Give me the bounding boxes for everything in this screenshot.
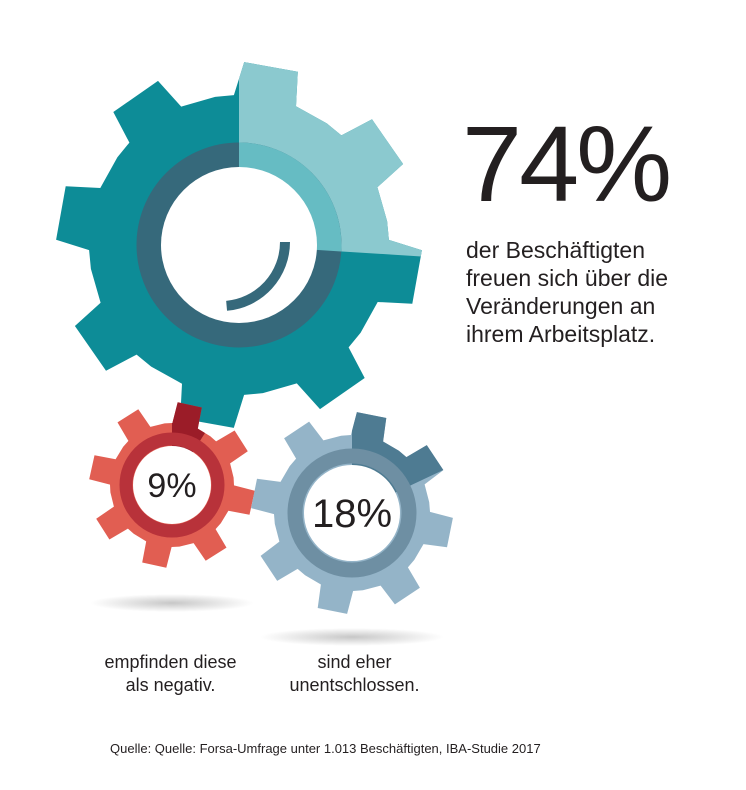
big-description-line: Veränderungen an — [466, 293, 656, 319]
gear-center — [304, 465, 400, 561]
gear-unentschlossen: 18% — [251, 412, 453, 614]
smile-icon — [226, 241, 290, 311]
caption-unentschlossen: sind eher unentschlossen. — [262, 651, 447, 697]
gear-center — [161, 167, 317, 323]
gear-ring — [119, 432, 225, 538]
big-description-line: freuen sich über die — [466, 265, 669, 291]
big-value: 74% — [462, 103, 672, 224]
source-note: Quelle: Quelle: Forsa-Umfrage unter 1.01… — [110, 741, 541, 756]
caption-line: sind eher — [317, 652, 392, 672]
big-description-line: der Beschäftigten — [466, 237, 646, 263]
big-description-line: ihrem Arbeitsplatz. — [466, 321, 656, 347]
gear-shadow — [90, 594, 254, 612]
value-label: 9% — [147, 467, 196, 505]
gear-ring — [287, 448, 417, 578]
big-description: der Beschäftigten freuen sich über die V… — [466, 236, 736, 348]
caption-negativ: empfinden diese als negativ. — [78, 651, 263, 697]
caption-line: empfinden diese — [104, 652, 237, 672]
value-label: 18% — [312, 492, 392, 536]
ring-segment — [238, 142, 342, 252]
caption-line: unentschlossen. — [289, 675, 420, 695]
gear-shadow — [260, 628, 444, 646]
gear-freuen — [56, 62, 422, 428]
caption-line: als negativ. — [125, 675, 216, 695]
gear-center — [133, 446, 211, 524]
